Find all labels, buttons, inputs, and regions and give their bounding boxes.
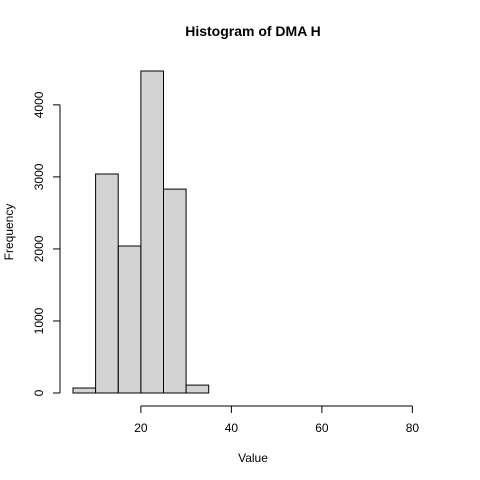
- y-tick-label: 4000: [32, 91, 46, 118]
- y-tick-label: 3000: [32, 163, 46, 190]
- histogram-bar: [163, 188, 187, 394]
- histogram-bar: [117, 245, 142, 394]
- y-axis: 0 1000 2000 3000 4000: [32, 91, 61, 396]
- x-tick-label: 80: [406, 421, 420, 435]
- y-axis-label: Frequency: [2, 204, 16, 261]
- x-axis-label: Value: [238, 451, 268, 465]
- y-tick-label: 0: [32, 389, 46, 396]
- histogram-bar: [72, 387, 97, 394]
- histogram-bar: [140, 70, 164, 394]
- y-tick-label: 2000: [32, 235, 46, 262]
- bars-group: [72, 70, 210, 394]
- histogram-bar: [185, 384, 210, 394]
- chart-title: Histogram of DMA H: [185, 23, 321, 39]
- x-tick-label: 20: [134, 421, 148, 435]
- x-tick-label: 40: [225, 421, 239, 435]
- x-axis: 20 40 60 80: [134, 405, 420, 435]
- y-tick-label: 1000: [32, 307, 46, 334]
- x-tick-label: 60: [315, 421, 329, 435]
- histogram-bar: [95, 173, 119, 394]
